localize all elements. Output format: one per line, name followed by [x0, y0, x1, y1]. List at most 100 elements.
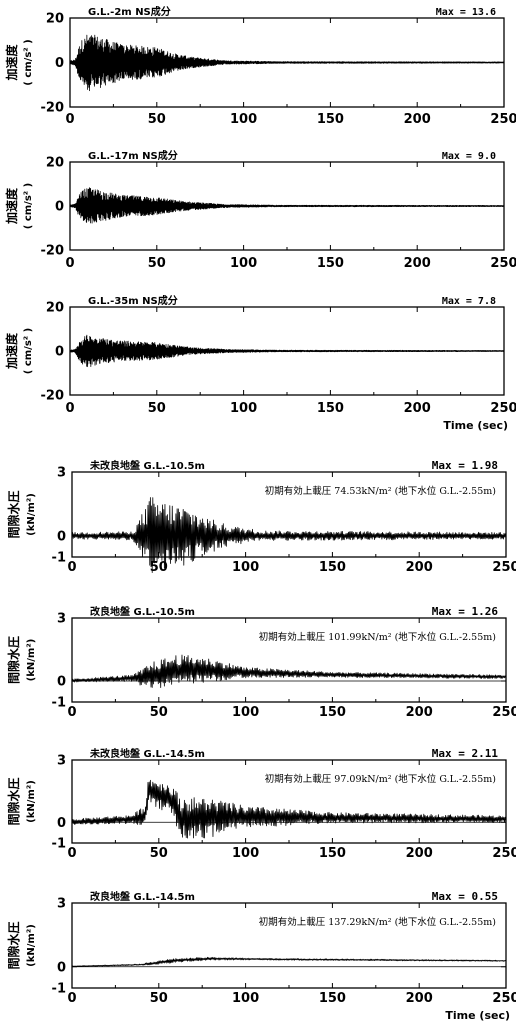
y-axis-unit: ( cm/s² ) — [23, 39, 34, 85]
max-label: Max = 9.0 — [442, 151, 496, 162]
plot-frame — [71, 471, 507, 558]
waveform-series — [71, 654, 507, 689]
y-tick-label: 0 — [57, 675, 66, 690]
x-tick-label: 0 — [67, 560, 76, 575]
y-tick-label: 0 — [55, 200, 64, 215]
waveform-series — [71, 779, 507, 839]
y-tick-label: 0 — [57, 529, 66, 544]
y-axis-unit: ( cm/s² ) — [23, 328, 34, 374]
x-tick-label: 100 — [230, 401, 257, 416]
x-tick-label: 100 — [230, 256, 257, 271]
x-tick-label: 250 — [490, 256, 516, 271]
y-axis-unit: ( cm/s² ) — [23, 183, 34, 229]
y-tick-label: 3 — [57, 612, 66, 627]
x-tick-label: 0 — [67, 705, 76, 720]
x-tick-label: 50 — [150, 846, 168, 861]
y-axis-unit: (kN/m²) — [26, 924, 37, 967]
y-axis-label: 間隙水圧 — [6, 921, 21, 969]
plot-frame — [71, 902, 507, 989]
y-axis-unit: (kN/m²) — [26, 493, 37, 536]
y-tick-label: 20 — [46, 12, 64, 27]
x-tick-label: 250 — [492, 705, 516, 720]
x-tick-label: 0 — [65, 401, 74, 416]
y-tick-label: -1 — [52, 837, 66, 852]
x-tick-label: 200 — [404, 256, 431, 271]
max-label: Max = 13.6 — [436, 7, 496, 18]
y-tick-label: 3 — [57, 897, 66, 912]
y-tick-label: -20 — [41, 101, 65, 116]
y-tick-label: 0 — [57, 816, 66, 831]
y-tick-label: -20 — [41, 244, 65, 259]
chart-title: G.L.-2m NS成分 — [88, 5, 171, 18]
chart-panel-4: 0 50 100 150 200 250-103 未改良地盤 G.L.-10.5m Max =… — [6, 459, 516, 575]
y-tick-label: 20 — [46, 301, 64, 316]
x-tick-label: 150 — [317, 112, 344, 127]
x-tick-label: 50 — [148, 112, 166, 127]
chart-title: 未改良地盤 G.L.-10.5m — [89, 459, 205, 472]
y-axis-label: 間隙水圧 — [6, 490, 21, 538]
plot-frame — [71, 759, 507, 844]
x-axis-label: Time (sec) — [443, 419, 508, 432]
chart-title: G.L.-35m NS成分 — [88, 294, 178, 307]
x-tick-label: 200 — [406, 705, 433, 720]
y-axis-unit: (kN/m²) — [26, 639, 37, 682]
y-axis-label: 加速度 — [4, 332, 19, 370]
x-tick-label: 50 — [148, 256, 166, 271]
x-tick-label: 200 — [406, 991, 433, 1006]
x-tick-label: 150 — [319, 846, 346, 861]
y-tick-label: -1 — [52, 982, 66, 997]
max-label: Max = 2.11 — [432, 747, 499, 760]
x-tick-label: 150 — [319, 560, 346, 575]
x-tick-label: 200 — [406, 846, 433, 861]
waveform-series — [71, 956, 507, 967]
max-label: Max = 1.98 — [432, 459, 498, 472]
x-tick-label: 250 — [490, 401, 516, 416]
max-label: Max = 7.8 — [442, 296, 496, 307]
y-axis-label: 加速度 — [4, 187, 19, 225]
y-tick-label: 0 — [57, 960, 66, 975]
waveform-series — [69, 187, 505, 224]
x-tick-label: 50 — [150, 560, 168, 575]
x-tick-label: 50 — [150, 991, 168, 1006]
y-axis-label: 間隙水圧 — [6, 777, 21, 825]
y-tick-label: 0 — [55, 56, 64, 71]
x-tick-label: 250 — [490, 112, 516, 127]
y-axis-unit: (kN/m²) — [26, 780, 37, 823]
waveform-series — [71, 497, 507, 574]
x-tick-label: 0 — [67, 991, 76, 1006]
chart-panel-6: 0 50 100 150 200 250-103 未改良地盤 G.L.-14.5m Max =… — [6, 747, 516, 861]
chart-title: 未改良地盤 G.L.-14.5m — [89, 747, 205, 760]
x-tick-label: 0 — [65, 112, 74, 127]
x-tick-label: 100 — [232, 705, 259, 720]
effective-stress-note: 初期有効上載圧 137.29kN/m² (地下水位 G.L.-2.55m) — [259, 916, 496, 928]
plot-frame — [71, 617, 507, 703]
x-tick-label: 100 — [232, 560, 259, 575]
y-tick-label: 3 — [57, 466, 66, 481]
chart-panel-5: 0 50 100 150 200 250-103 改良地盤 G.L.-10.5m Max = … — [6, 605, 516, 720]
y-tick-label: 0 — [55, 345, 64, 360]
x-tick-label: 0 — [65, 256, 74, 271]
x-axis-label: Time (sec) — [445, 1009, 510, 1022]
x-tick-label: 150 — [319, 991, 346, 1006]
x-tick-label: 150 — [319, 705, 346, 720]
x-tick-label: 50 — [148, 401, 166, 416]
chart-title: 改良地盤 G.L.-14.5m — [90, 890, 195, 903]
x-tick-label: 250 — [492, 560, 516, 575]
x-tick-label: 50 — [150, 705, 168, 720]
waveform-series — [69, 34, 505, 92]
y-tick-label: 3 — [57, 754, 66, 769]
chart-panel-7: 0 50 100 150 200 250-103 改良地盤 G.L.-14.5m Max = … — [6, 890, 516, 1022]
x-tick-label: 250 — [492, 846, 516, 861]
y-axis-label: 加速度 — [4, 44, 19, 82]
x-tick-label: 250 — [492, 991, 516, 1006]
max-label: Max = 1.26 — [432, 605, 499, 618]
y-tick-label: -1 — [52, 551, 66, 566]
max-label: Max = 0.55 — [432, 890, 498, 903]
effective-stress-note: 初期有効上載圧 74.53kN/m² (地下水位 G.L.-2.55m) — [265, 485, 496, 497]
x-tick-label: 100 — [232, 846, 259, 861]
y-axis-label: 間隙水圧 — [6, 636, 21, 684]
x-tick-label: 100 — [230, 112, 257, 127]
effective-stress-note: 初期有効上載圧 97.09kN/m² (地下水位 G.L.-2.55m) — [265, 773, 496, 785]
